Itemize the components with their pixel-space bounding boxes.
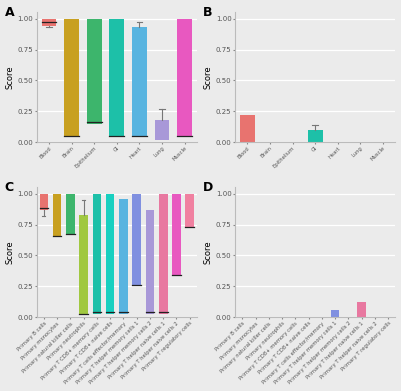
Bar <box>87 19 101 124</box>
Bar <box>132 194 141 286</box>
Text: D: D <box>203 181 213 194</box>
Bar <box>177 19 192 137</box>
Text: A: A <box>4 6 14 19</box>
Bar <box>64 19 79 137</box>
Bar <box>155 120 169 140</box>
Text: B: B <box>203 6 213 19</box>
Bar <box>308 130 322 142</box>
Bar <box>53 194 61 237</box>
Bar <box>42 19 56 26</box>
Bar <box>109 19 124 137</box>
Bar <box>172 194 181 276</box>
Y-axis label: Score: Score <box>6 240 14 264</box>
Bar <box>185 194 194 228</box>
Y-axis label: Score: Score <box>204 240 213 264</box>
Bar <box>106 194 114 314</box>
Text: C: C <box>4 181 14 194</box>
Bar <box>331 310 339 317</box>
Bar <box>119 199 128 314</box>
Bar <box>240 115 255 142</box>
Y-axis label: Score: Score <box>204 66 213 89</box>
Bar <box>66 194 75 234</box>
Bar <box>93 194 101 314</box>
Bar <box>357 302 366 317</box>
Y-axis label: Score: Score <box>6 66 14 89</box>
Bar <box>79 215 88 315</box>
Bar <box>159 194 168 314</box>
Bar <box>146 210 154 314</box>
Bar <box>40 194 48 210</box>
Bar <box>132 27 147 137</box>
